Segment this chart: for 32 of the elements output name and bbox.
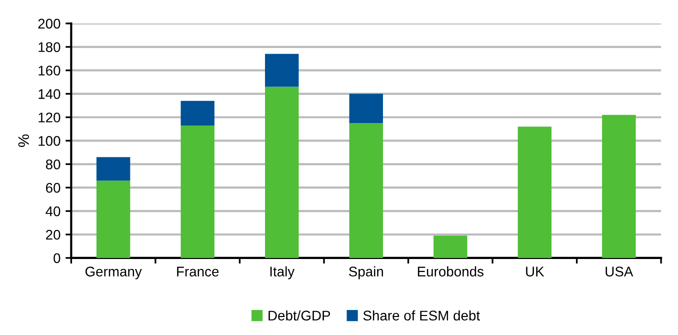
x-tick-label: Italy [270, 266, 295, 280]
y-tick-label: 0 [54, 253, 60, 264]
y-axis-title: % [18, 134, 29, 147]
bar [518, 126, 552, 258]
bar [602, 114, 636, 258]
y-tick-label: 180 [38, 42, 60, 52]
bar [96, 180, 130, 258]
y-tick-label: 140 [38, 89, 60, 99]
x-tick-label: Germany [85, 266, 142, 280]
y-tick-label: 40 [46, 206, 60, 216]
bar [265, 54, 299, 87]
y-tick-label: 60 [46, 182, 60, 193]
x-tick-label: UK [526, 266, 544, 276]
x-tick-label: Eurobonds [418, 266, 484, 276]
y-tick-label: 120 [38, 112, 60, 122]
bar [434, 236, 468, 258]
x-tick-label: USA [606, 266, 634, 276]
y-tick-label: 200 [38, 18, 60, 29]
bar [180, 125, 214, 258]
legend-label: Share of ESM debt [363, 310, 480, 321]
y-tick-label: 80 [46, 159, 60, 170]
y-tick-label: 160 [38, 66, 60, 76]
x-tick-label: Spain [348, 266, 383, 280]
bar [265, 86, 299, 258]
bar [349, 123, 383, 258]
bar [96, 157, 130, 181]
legend-label: Debt/GDP [268, 310, 330, 321]
x-tick-label: France [177, 266, 219, 276]
y-tick-label: 20 [46, 230, 60, 240]
y-tick-label: 100 [38, 136, 60, 146]
bar [349, 94, 383, 124]
bar [180, 100, 214, 126]
